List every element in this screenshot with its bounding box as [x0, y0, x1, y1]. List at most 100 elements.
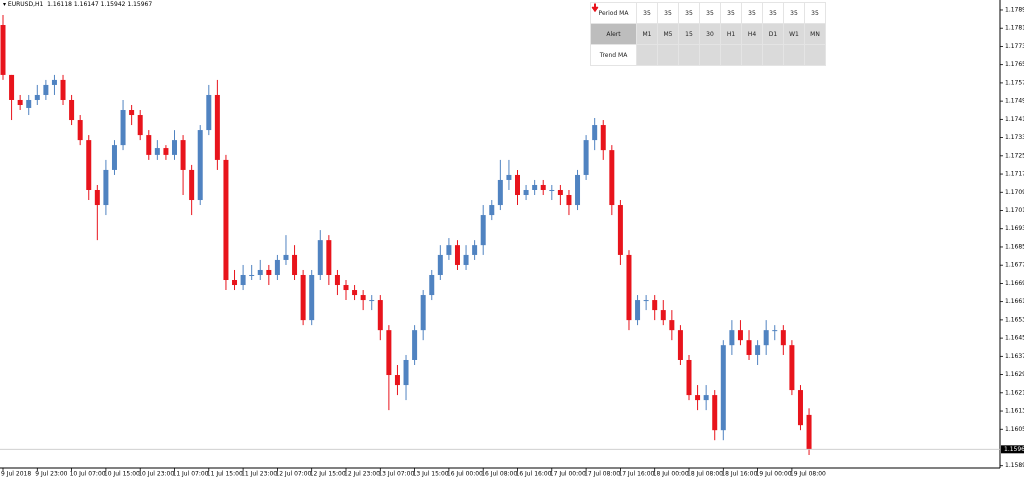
candle-body [463, 254, 469, 265]
candle-body [772, 330, 778, 332]
candle-body [592, 125, 598, 141]
candle-body [446, 245, 452, 255]
candle-body [763, 330, 769, 346]
period-cell: 35 [762, 2, 784, 24]
candle-body [352, 290, 358, 296]
x-tick-label: 18 Jul 00:00 [653, 471, 689, 478]
last-price-box [1001, 445, 1024, 454]
candle-body [111, 145, 117, 170]
x-tick-label: 19 Jul 08:00 [790, 471, 826, 478]
trend-arrow [591, 3, 658, 66]
candle-body [523, 189, 529, 196]
candle-body [489, 205, 495, 216]
timeframe-cell: 30 [699, 23, 721, 45]
timeframe-cell: MN [804, 23, 826, 45]
candle-body [635, 300, 641, 321]
y-tick-label: 1.15895 [1005, 462, 1024, 469]
x-tick-label: 18 Jul 08:00 [687, 471, 723, 478]
y-tick-label: 1.17415 [1005, 116, 1024, 123]
trend-arrow [591, 3, 742, 66]
period-cell: 35 [783, 2, 805, 24]
candle-body [257, 269, 263, 275]
trend-arrow [591, 3, 721, 66]
period-cell: 35 [699, 2, 721, 24]
candle-body [386, 330, 392, 376]
candle-body [540, 184, 546, 190]
candle-body [746, 340, 752, 355]
candle-body [43, 84, 49, 95]
trend-arrow [591, 3, 784, 66]
panel-label: Trend MA [590, 44, 637, 66]
candle-body [712, 395, 718, 431]
header-open: 1.16118 [47, 1, 72, 8]
timeframe-cell: 15 [678, 23, 700, 45]
header-icon: ▾ [3, 1, 8, 8]
candle-body [26, 99, 32, 108]
timeframe-cell: H1 [720, 23, 742, 45]
candle-body [789, 345, 795, 391]
candle-body [472, 245, 478, 255]
y-tick-label: 1.17335 [1005, 134, 1024, 141]
candle-body [677, 330, 683, 360]
x-tick-label: 10 Jul 23:00 [138, 471, 174, 478]
candle-body [506, 174, 512, 180]
x-tick-label: 12 Jul 15:00 [310, 471, 346, 478]
candle-body [360, 295, 366, 301]
y-tick-label: 1.16935 [1005, 225, 1024, 232]
y-tick-label: 1.17575 [1005, 79, 1024, 86]
candle-body [17, 99, 23, 105]
x-tick-label: 13 Jul 07:00 [378, 471, 414, 478]
candle-body [189, 169, 195, 201]
y-tick-label: 1.17895 [1005, 6, 1024, 13]
symbol: EURUSD,H1 [7, 1, 44, 8]
candle-body [515, 174, 520, 196]
candle-body [283, 254, 289, 260]
y-tick-label: 1.16775 [1005, 262, 1024, 269]
candle-body [703, 395, 709, 401]
y-tick-label: 1.16535 [1005, 316, 1024, 323]
y-tick-label: 1.17815 [1005, 25, 1024, 32]
candle-body [497, 179, 503, 206]
candle-body [420, 295, 426, 331]
candle-body [163, 148, 169, 155]
candle-body [154, 148, 160, 155]
candle-body [300, 274, 306, 321]
candle-body [249, 274, 255, 276]
candle-body [334, 274, 340, 286]
x-tick-label: 19 Jul 00:00 [756, 471, 792, 478]
candle-body [206, 94, 212, 131]
candle-body [686, 359, 692, 396]
trend-arrow [591, 3, 763, 66]
period-cell: 35 [741, 2, 763, 24]
candle-body [780, 330, 786, 346]
period-cell: 35 [720, 2, 742, 24]
y-tick-label: 1.17735 [1005, 43, 1024, 50]
candle-body [137, 115, 143, 136]
ma-panel: Period MA 35 35 35 35 35 35 35 35 35 Alert M1 M5 15 3… [590, 2, 826, 66]
candle-body [343, 285, 349, 291]
candle-body [755, 345, 761, 355]
candle-body [729, 330, 735, 346]
x-tick-label: 12 Jul 07:00 [275, 471, 311, 478]
candle-body [429, 274, 435, 296]
candle-body [274, 259, 280, 275]
candle-body [180, 140, 186, 170]
candle-body [480, 215, 486, 246]
candle-body [617, 205, 623, 255]
y-tick-label: 1.16855 [1005, 243, 1024, 250]
y-tick-label: 1.16215 [1005, 389, 1024, 396]
candle-body [669, 320, 675, 331]
period-cell: 35 [678, 2, 700, 24]
x-tick-label: 9 Jul 2018 [1, 471, 31, 478]
candle-body [103, 169, 109, 206]
period-cell: 35 [804, 2, 826, 24]
last-price-label: 1.15967 [1004, 446, 1024, 453]
x-tick-label: 13 Jul 15:00 [413, 471, 449, 478]
candle-body [232, 280, 238, 286]
candle-body [609, 150, 615, 206]
x-tick-label: 17 Jul 08:00 [584, 471, 620, 478]
y-tick-label: 1.16135 [1005, 408, 1024, 415]
panel-label[interactable]: Alert [590, 23, 637, 45]
candle-body [223, 159, 229, 281]
